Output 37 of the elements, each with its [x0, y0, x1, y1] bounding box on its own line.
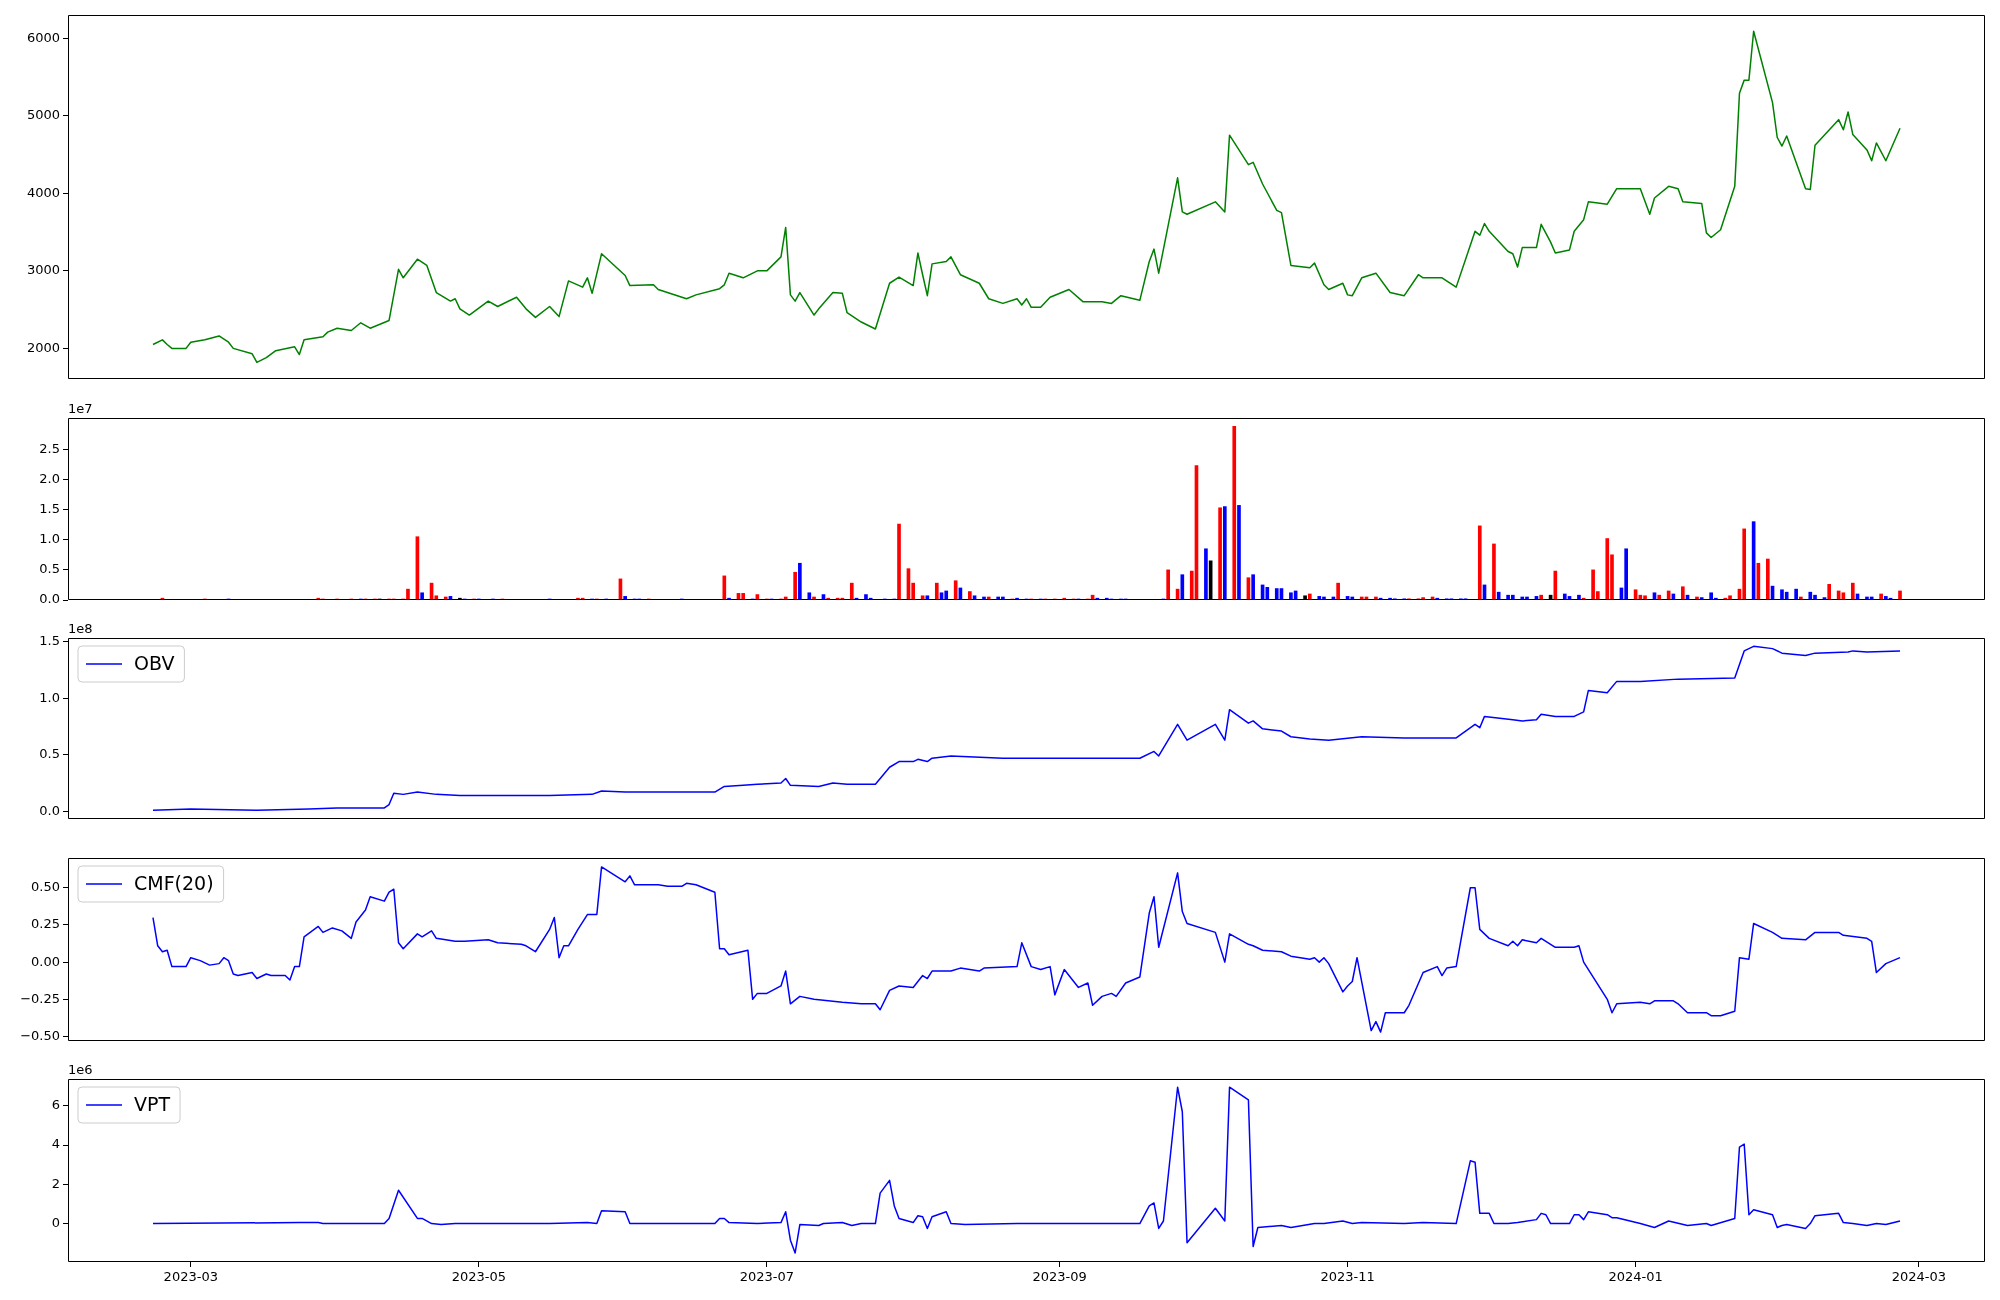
legend-label: VPT	[134, 1092, 171, 1115]
y-tick-label: 5000	[26, 107, 60, 123]
x-tick-label: 2023-03	[163, 1269, 218, 1285]
legend-label: CMF(20)	[134, 871, 214, 894]
y-tick-label: 4	[51, 1136, 60, 1152]
legend-label: OBV	[134, 651, 175, 674]
y-tick-label: 2.0	[39, 470, 60, 486]
y-tick-label: 1.0	[39, 531, 60, 547]
text: 1e8	[68, 620, 93, 636]
x-tick-label: 2023-11	[1320, 1269, 1375, 1285]
y-tick-label: 2000	[26, 339, 60, 355]
y-tick-label: 3000	[26, 262, 60, 278]
y-tick-label: 0.50	[31, 879, 60, 895]
y-tick-label: 2.5	[39, 440, 60, 456]
x-tick-label: 2023-07	[739, 1269, 794, 1285]
y-tick-label: 0.5	[39, 746, 60, 762]
y-tick-label: 6000	[26, 29, 60, 45]
y-tick-label: 6	[51, 1097, 60, 1113]
y-tick-label: 0	[51, 1214, 60, 1230]
y-tick-label: 0.5	[39, 561, 60, 577]
text: 1e7	[68, 400, 93, 416]
y-tick-label: 1.0	[39, 689, 60, 705]
y-tick-label: −0.25	[20, 990, 60, 1006]
y-tick-label: 0.0	[39, 591, 60, 607]
y-tick-label: 2	[51, 1175, 60, 1191]
y-tick-label: 4000	[26, 184, 60, 200]
text: 1e6	[68, 1061, 93, 1077]
x-tick-label: 2024-03	[1891, 1269, 1947, 1285]
y-tick-label: 0.25	[31, 916, 60, 932]
y-tick-label: 0.00	[31, 953, 60, 969]
y-tick-label: 1.5	[39, 500, 60, 516]
y-tick-label: 0.0	[39, 802, 60, 818]
y-tick-label: −0.50	[20, 1027, 60, 1043]
x-tick-label: 2023-09	[1032, 1269, 1087, 1285]
x-tick-label: 2024-01	[1608, 1269, 1663, 1285]
x-tick-label: 2023-05	[451, 1269, 506, 1285]
y-tick-label: 1.5	[39, 633, 60, 649]
